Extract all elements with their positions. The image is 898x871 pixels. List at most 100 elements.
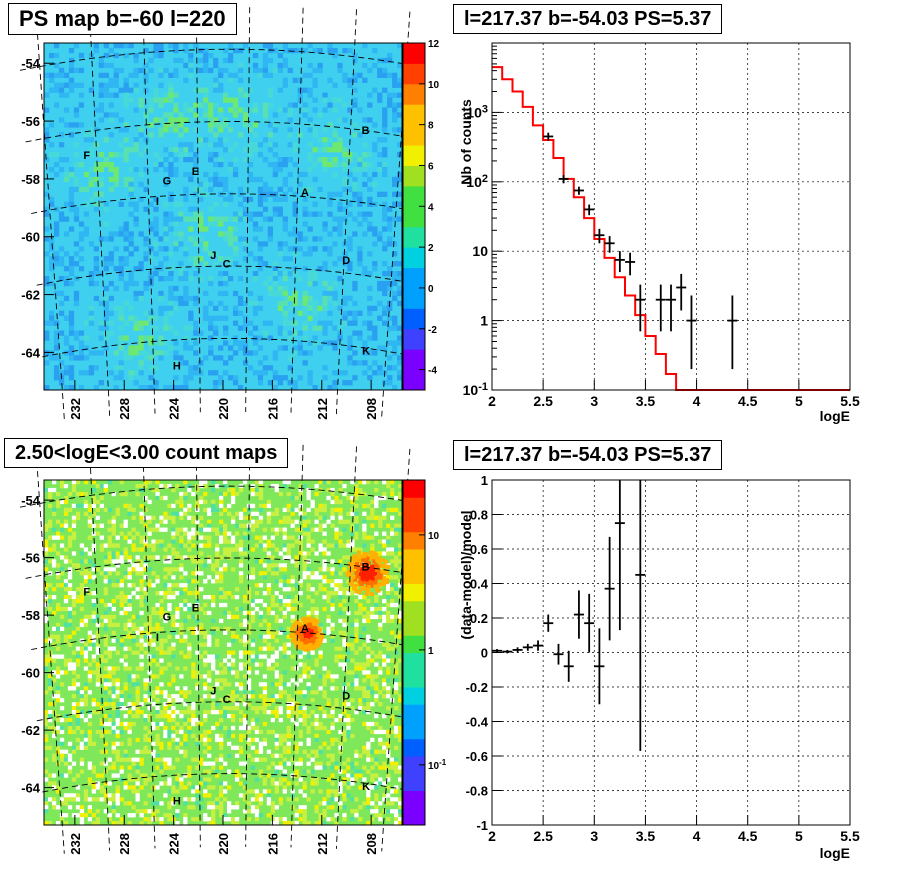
map-pixel (306, 686, 311, 691)
map-pixel (382, 320, 388, 326)
map-pixel (55, 563, 61, 568)
map-pixel (83, 491, 89, 497)
map-pixel (342, 598, 347, 604)
map-pixel (131, 678, 136, 683)
map-pixel (374, 495, 379, 501)
map-pixel (95, 674, 100, 679)
map-pixel (51, 733, 57, 739)
map-pixel (272, 275, 278, 282)
map-pixel (207, 674, 212, 679)
map-pixel (246, 801, 252, 806)
map-pixel (199, 781, 204, 786)
map-pixel (247, 290, 254, 297)
map-pixel (68, 57, 75, 64)
map-pixel (346, 670, 351, 675)
map-pixel (318, 515, 323, 520)
map-pixel (87, 507, 93, 513)
map-pixel (79, 559, 85, 564)
map-pixel (246, 809, 252, 814)
map-pixel (111, 519, 116, 524)
map-pixel (171, 614, 176, 620)
map-pixel (175, 698, 180, 703)
map-pixel (252, 300, 259, 307)
map-pixel (111, 551, 116, 556)
map-pixel (226, 487, 232, 493)
map-pixel (290, 598, 295, 604)
x-tick-label: 5 (795, 393, 803, 409)
map-pixel (317, 325, 323, 331)
map-pixel (242, 107, 249, 113)
map-pixel (230, 717, 236, 723)
map-pixel (234, 595, 240, 600)
map-pixel (198, 216, 204, 222)
map-pixel (47, 595, 53, 600)
map-pixel (48, 152, 55, 158)
map-pixel (123, 87, 129, 93)
map-pixel (108, 231, 114, 237)
map-pixel (322, 674, 327, 679)
map-pixel (215, 579, 220, 584)
map-pixel (227, 161, 234, 168)
map-pixel (254, 491, 260, 497)
map-pixel (91, 710, 97, 715)
map-pixel (219, 567, 224, 572)
map-pixel (238, 650, 244, 655)
map-pixel (370, 507, 375, 513)
map-pixel (175, 813, 180, 818)
map-pixel (95, 797, 100, 802)
map-pixel (366, 638, 371, 643)
map-pixel (138, 295, 144, 302)
map-pixel (193, 186, 199, 193)
map-pixel (133, 350, 139, 356)
map-pixel (310, 610, 315, 616)
map-pixel (287, 231, 293, 237)
map-pixel (218, 231, 224, 237)
map-pixel (107, 602, 112, 608)
map-pixel (286, 650, 291, 655)
map-pixel (173, 122, 179, 128)
map-pixel (219, 813, 224, 818)
map-pixel (127, 710, 132, 715)
map-pixel (298, 539, 303, 544)
map-pixel (258, 571, 264, 576)
map-pixel (270, 598, 276, 604)
map-pixel (213, 152, 219, 158)
map-pixel (135, 769, 140, 774)
map-pixel (282, 745, 287, 750)
map-pixel (138, 132, 144, 138)
map-pixel (83, 567, 89, 572)
map-pixel (332, 325, 338, 331)
map-pixel (98, 335, 104, 341)
map-pixel (278, 598, 283, 604)
map-pixel (294, 721, 299, 727)
map-pixel (179, 785, 184, 790)
map-pixel (332, 171, 338, 178)
map-pixel (108, 82, 114, 88)
map-pixel (234, 821, 240, 826)
map-pixel (163, 555, 168, 560)
map-pixel (58, 87, 65, 93)
map-pixel (138, 340, 144, 346)
map-pixel (119, 638, 124, 643)
map-pixel (103, 82, 109, 88)
map-pixel (266, 642, 272, 647)
map-pixel (278, 678, 283, 683)
map-pixel (306, 539, 311, 544)
map-pixel (187, 710, 192, 715)
map-pixel (113, 72, 119, 78)
map-pixel (327, 43, 333, 49)
map-pixel (298, 678, 303, 683)
map-pixel (173, 285, 179, 292)
map-pixel (322, 503, 327, 509)
map-pixel (195, 595, 200, 600)
map-pixel (350, 507, 355, 513)
map-pixel (302, 266, 308, 272)
map-pixel (188, 295, 194, 302)
map-pixel (262, 320, 269, 326)
map-pixel (237, 186, 244, 193)
map-pixel (139, 598, 144, 604)
map-pixel (127, 539, 132, 544)
map-pixel (208, 102, 214, 108)
map-pixel (306, 595, 311, 600)
map-pixel (318, 503, 323, 509)
